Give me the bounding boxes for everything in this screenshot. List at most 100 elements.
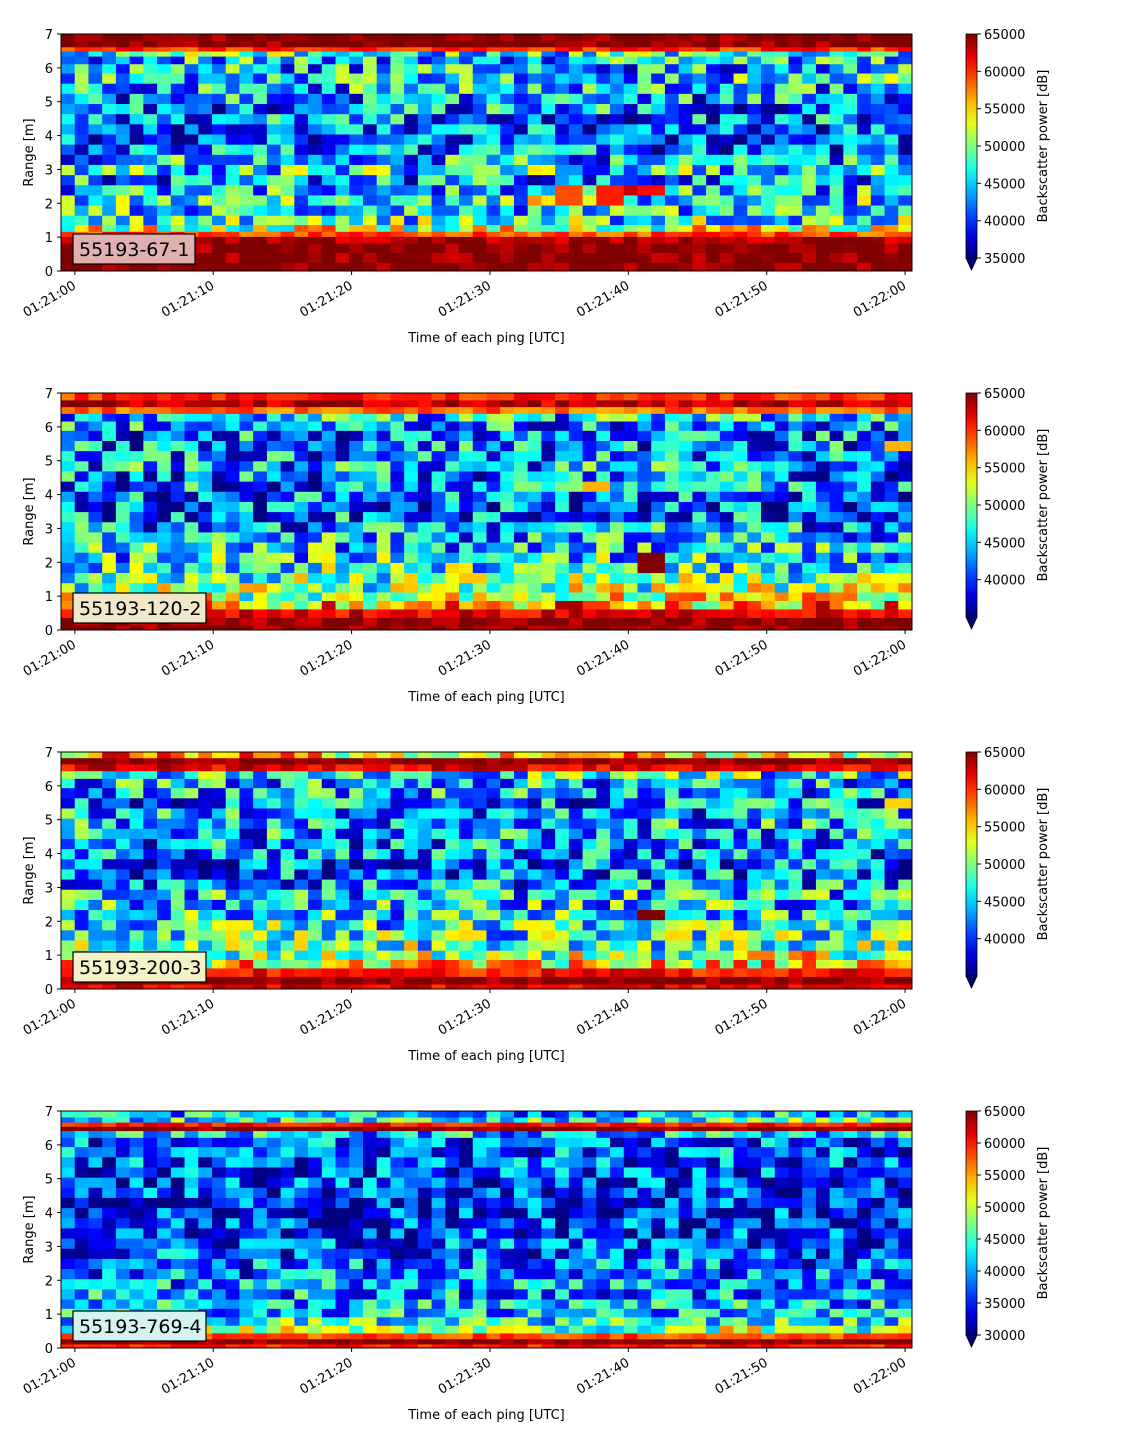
heatmap-cell: [720, 808, 734, 819]
heatmap-cell: [665, 252, 679, 262]
heatmap-cell: [487, 552, 501, 563]
heatmap-cell: [239, 440, 253, 451]
heatmap-cell: [857, 869, 871, 880]
heatmap-cell: [734, 114, 748, 125]
heatmap-cell: [555, 93, 569, 104]
heatmap-cell: [514, 103, 528, 114]
heatmap-cell: [555, 532, 569, 543]
heatmap-cell: [555, 114, 569, 125]
heatmap-cell: [885, 56, 899, 64]
heatmap-cell: [514, 154, 528, 165]
heatmap-cell: [157, 869, 171, 880]
heatmap-cell: [185, 552, 199, 563]
heatmap-cell: [253, 788, 267, 799]
heatmap-cell: [102, 451, 116, 462]
heatmap-cell: [788, 64, 802, 74]
heatmap-cell: [706, 609, 720, 618]
heatmap-cell: [445, 542, 459, 553]
heatmap-cell: [583, 600, 597, 609]
heatmap-cell: [445, 818, 459, 829]
heatmap-cell: [349, 205, 363, 216]
heatmap-cell: [116, 195, 130, 206]
heatmap-cell: [775, 114, 789, 125]
heatmap-cell: [583, 400, 597, 407]
heatmap-cell: [267, 778, 281, 788]
heatmap-cell: [130, 114, 144, 125]
heatmap-cell: [377, 93, 391, 104]
heatmap-cell: [336, 920, 350, 931]
heatmap-cell: [583, 236, 597, 243]
heatmap-cell: [624, 818, 638, 829]
heatmap-cell: [143, 879, 157, 890]
heatmap-cell: [885, 552, 899, 563]
heatmap-cell: [239, 164, 253, 175]
heatmap-cell: [363, 481, 377, 492]
heatmap-cell: [363, 451, 377, 462]
heatmap-cell: [624, 215, 638, 225]
heatmap-cell: [500, 572, 514, 583]
heatmap-cell: [898, 103, 912, 114]
heatmap-cell: [898, 252, 912, 262]
heatmap-cell: [569, 407, 583, 414]
heatmap-cell: [720, 909, 734, 920]
heatmap-cell: [418, 501, 432, 512]
heatmap-cell: [514, 879, 528, 890]
heatmap-cell: [651, 400, 665, 407]
heatmap-cell: [75, 205, 89, 216]
heatmap-cell: [637, 154, 651, 165]
heatmap-cell: [336, 512, 350, 523]
heatmap-cell: [775, 788, 789, 799]
heatmap-cell: [473, 231, 487, 237]
heatmap-cell: [596, 609, 610, 618]
heatmap-cell: [692, 609, 706, 618]
heatmap-cell: [596, 47, 610, 52]
heatmap-cell: [226, 764, 240, 771]
heatmap-cell: [253, 400, 267, 407]
heatmap-cell: [432, 501, 446, 512]
heatmap-cell: [88, 583, 102, 593]
heatmap-cell: [418, 522, 432, 533]
heatmap-cell: [555, 771, 569, 779]
heatmap-cell: [583, 798, 597, 809]
heatmap-cell: [239, 976, 253, 984]
heatmap-cell: [349, 552, 363, 563]
heatmap-cell: [816, 73, 830, 84]
heatmap-cell: [857, 195, 871, 206]
heatmap-cell: [61, 407, 75, 414]
heatmap-cell: [363, 869, 377, 880]
heatmap-cell: [651, 940, 665, 951]
heatmap-cell: [226, 34, 240, 41]
heatmap-cell: [336, 400, 350, 407]
heatmap-cell: [267, 51, 281, 57]
heatmap-cell: [761, 471, 775, 482]
heatmap-cell: [363, 413, 377, 421]
heatmap-cell: [185, 909, 199, 920]
heatmap-cell: [692, 83, 706, 94]
heatmap-cell: [898, 83, 912, 94]
heatmap-cell: [88, 93, 102, 104]
heatmap-cell: [665, 47, 679, 52]
heatmap-cell: [294, 47, 308, 52]
heatmap-cell: [637, 481, 651, 492]
colorbar-tick-label: 50000: [984, 499, 1025, 514]
heatmap-cell: [390, 471, 404, 482]
heatmap-cell: [788, 430, 802, 441]
heatmap-cell: [349, 243, 363, 253]
heatmap-cell: [761, 262, 775, 271]
heatmap-cell: [102, 771, 116, 779]
heatmap-cell: [143, 583, 157, 593]
heatmap-cell: [528, 430, 542, 441]
heatmap-cell: [514, 73, 528, 84]
heatmap-cell: [500, 236, 514, 243]
heatmap-cell: [706, 838, 720, 849]
heatmap-cell: [788, 144, 802, 155]
heatmap-cell: [281, 542, 295, 553]
heatmap-cell: [514, 818, 528, 829]
heatmap-cell: [281, 73, 295, 84]
heatmap-cell: [843, 215, 857, 225]
heatmap-cell: [692, 930, 706, 941]
heatmap-cell: [432, 83, 446, 94]
heatmap-cell: [226, 236, 240, 243]
heatmap-cell: [679, 205, 693, 216]
heatmap-cell: [528, 764, 542, 771]
